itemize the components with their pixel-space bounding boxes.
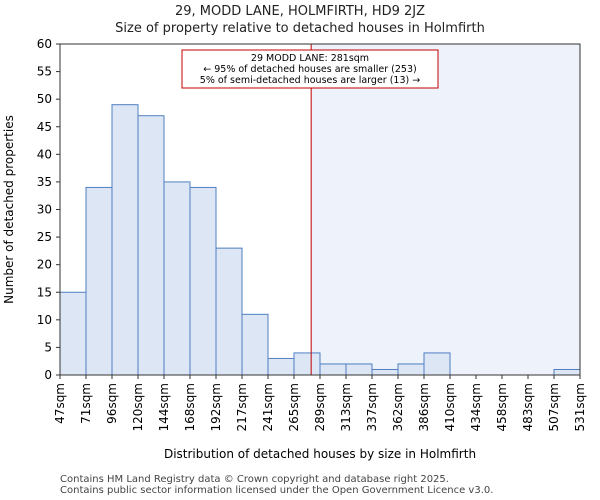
y-axis-ticks: 0 5 10 15 20 25 30 35 40 45 50 55 60 [37,37,60,382]
x-tick-label: 71sqm [79,383,93,424]
y-tick-label: 25 [37,230,52,244]
x-axis-label: Distribution of detached houses by size … [164,447,476,461]
x-tick-label: 217sqm [235,383,249,431]
x-tick-label: 47sqm [53,383,67,424]
bar-217sqm [241,313,269,376]
x-tick-label: 337sqm [365,383,379,431]
y-tick-label: 45 [37,120,52,134]
y-tick-label: 5 [44,340,52,354]
chart-subtitle: Size of property relative to detached ho… [115,21,485,36]
x-tick-label: 531sqm [573,383,587,431]
bar-120sqm [137,115,165,376]
x-axis-ticks: 47sqm 71sqm 96sqm 120sqm 144sqm 168sqm 192sqm 2… [53,375,587,431]
annotation-box: 29 MODD LANE: 281sqm ← 95% of detached h… [181,49,439,89]
x-tick-label: 410sqm [443,383,457,431]
x-tick-label: 386sqm [417,383,431,431]
y-tick-label: 60 [37,37,52,51]
y-tick-label: 20 [37,258,52,272]
y-tick-label: 30 [37,203,52,217]
annotation-line-2: ← 95% of detached houses are smaller (25… [203,64,416,75]
annotation-border [181,49,439,89]
bar-192sqm [215,247,243,376]
y-tick-label: 55 [37,65,52,79]
bars-group [59,104,581,376]
bar-71sqm [85,186,113,376]
footer-licence: Contains public sector information licen… [60,485,494,496]
bar-507sqm [553,368,581,376]
y-tick-label: 35 [37,175,52,189]
y-tick-label: 15 [37,285,52,299]
y-axis-label: Number of detached properties [2,115,16,304]
x-tick-label: 362sqm [391,383,405,431]
bar-386sqm [423,352,451,376]
x-tick-label: 96sqm [105,383,119,424]
bar-47sqm [59,291,87,376]
x-tick-label: 507sqm [547,383,561,431]
bar-96sqm [111,104,139,376]
y-tick-label: 40 [37,147,52,161]
x-tick-label: 434sqm [469,383,483,431]
x-tick-label: 483sqm [521,383,535,431]
x-tick-label: 120sqm [131,383,145,431]
bar-144sqm [163,181,191,376]
chart-title: 29, MODD LANE, HOLMFIRTH, HD9 2JZ [174,4,426,19]
x-tick-label: 313sqm [339,383,353,431]
y-tick-label: 50 [37,92,52,106]
x-tick-label: 168sqm [183,383,197,431]
x-tick-label: 458sqm [495,383,509,431]
x-tick-label: 192sqm [209,383,223,431]
footer-copyright: Contains HM Land Registry data © Crown c… [60,474,449,485]
bar-362sqm [397,363,425,376]
x-tick-label: 144sqm [157,383,171,431]
bar-168sqm [189,186,217,376]
bar-241sqm [267,357,295,376]
bar-337sqm [371,368,399,376]
annotation-line-1: 29 MODD LANE: 281sqm [251,53,369,64]
y-tick-label: 10 [37,313,52,327]
bar-265sqm [293,352,321,376]
y-tick-label: 0 [44,368,52,382]
x-tick-label: 241sqm [261,383,275,431]
bar-313sqm [345,363,373,376]
annotation-line-3: 5% of semi-detached houses are larger (1… [200,75,420,86]
bar-289sqm [319,363,347,376]
x-tick-label: 265sqm [287,383,301,431]
larger-properties-region [311,44,580,375]
x-tick-label: 289sqm [313,383,327,431]
